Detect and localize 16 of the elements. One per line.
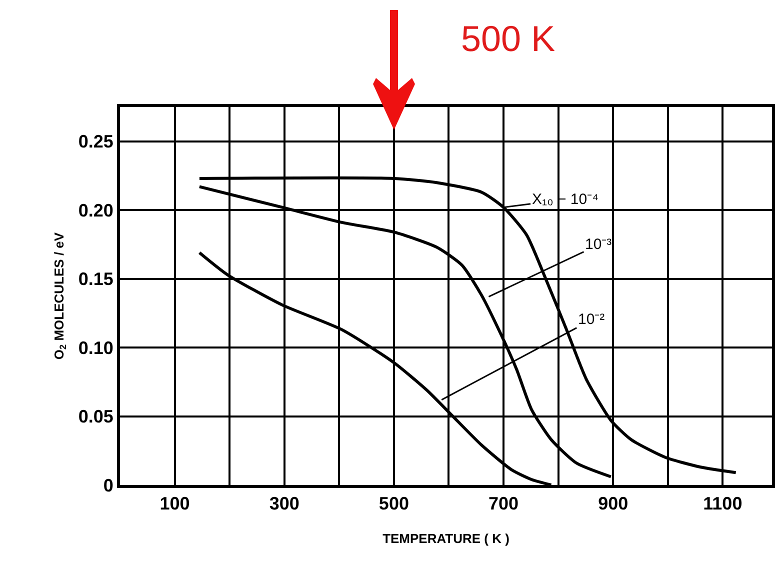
x-tick-label: 700 <box>488 494 519 514</box>
y-tick-label: 0.10 <box>78 338 114 358</box>
y-tick-label: 0 <box>103 475 114 496</box>
x-tick-label: 1100 <box>703 494 742 514</box>
x-tick-label: 100 <box>160 494 190 514</box>
x-axis-title: TEMPERATURE ( K ) <box>382 531 510 546</box>
y-tick-label: 0.05 <box>78 406 114 427</box>
y-tick-label: 0.15 <box>78 269 114 290</box>
x-tick-label: 500 <box>378 494 409 514</box>
text: 500 K <box>461 18 556 59</box>
x-tick-label: 900 <box>598 494 628 514</box>
y-tick-label: 0.25 <box>78 132 114 152</box>
annotation: 10⁻² <box>578 311 605 328</box>
x-tick-label: 300 <box>269 494 300 514</box>
annotation: 10⁻³ <box>585 236 612 253</box>
y-tick-label: 0.20 <box>78 200 114 220</box>
